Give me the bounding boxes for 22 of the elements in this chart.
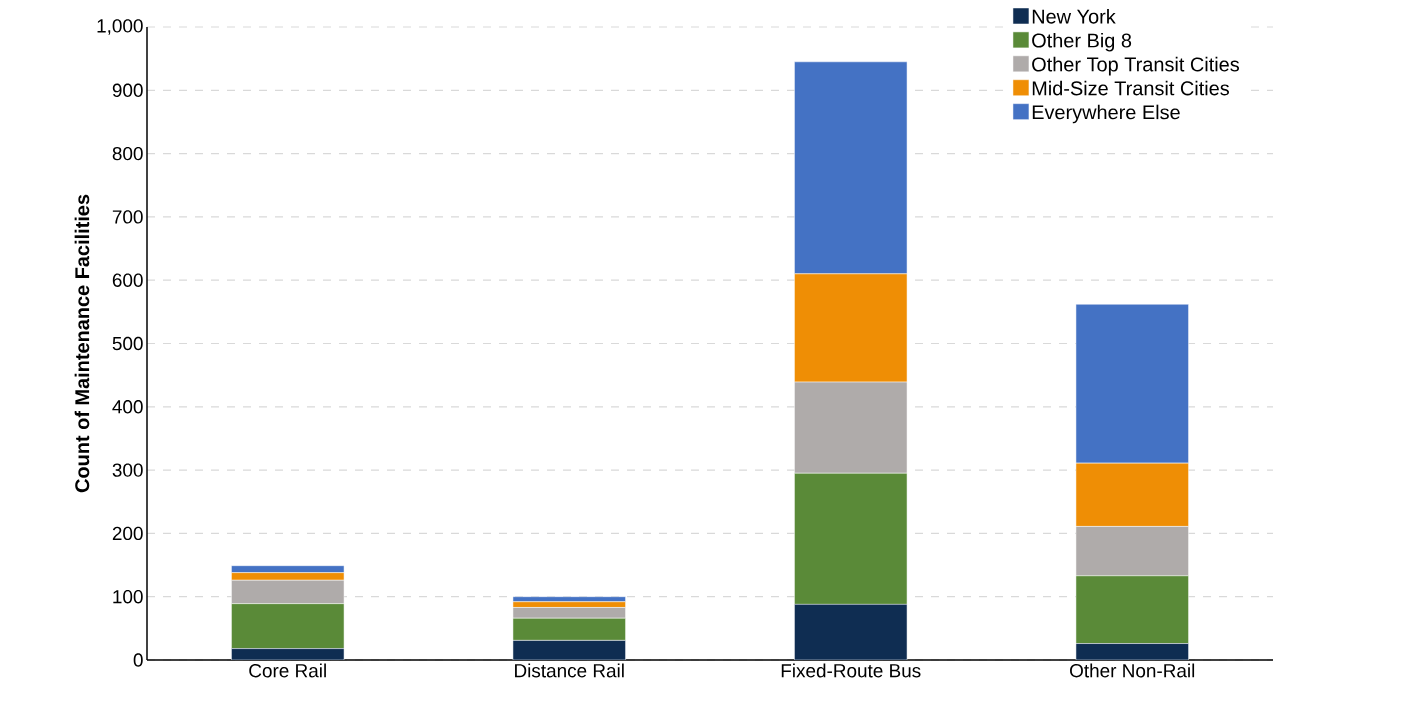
x-tick-label: Distance Rail	[515, 663, 624, 678]
y-tick-label: 0	[133, 653, 143, 667]
legend-label: New York	[1032, 9, 1116, 24]
bar	[512, 596, 626, 603]
y-axis-title: Count of Maintenance Facilities	[74, 194, 90, 493]
y-tick-label: 700	[112, 210, 143, 224]
y-tick-label: 600	[112, 273, 143, 287]
x-tick-label: Fixed-Route Bus	[781, 663, 921, 678]
y-tick-label: 100	[113, 589, 143, 604]
legend-label: Everywhere Else	[1032, 104, 1180, 124]
x-tick-label: Other Non-Rail	[1070, 663, 1195, 678]
legend-label: Other Big 8	[1032, 32, 1132, 52]
legend-label: Other Top Transit Cities	[1032, 56, 1239, 76]
y-tick-label: 900	[112, 83, 143, 97]
legend-label: Mid-Size Transit Cities	[1032, 80, 1229, 96]
y-tick-label: 500	[112, 336, 143, 351]
y-tick-label: 800	[112, 146, 143, 161]
y-tick-label: 1,000	[97, 19, 143, 35]
y-tick-label: 200	[112, 526, 143, 541]
x-tick-label: Core Rail	[249, 663, 326, 678]
y-tick-label: 300	[112, 463, 143, 477]
y-tick-label: 400	[112, 400, 143, 414]
